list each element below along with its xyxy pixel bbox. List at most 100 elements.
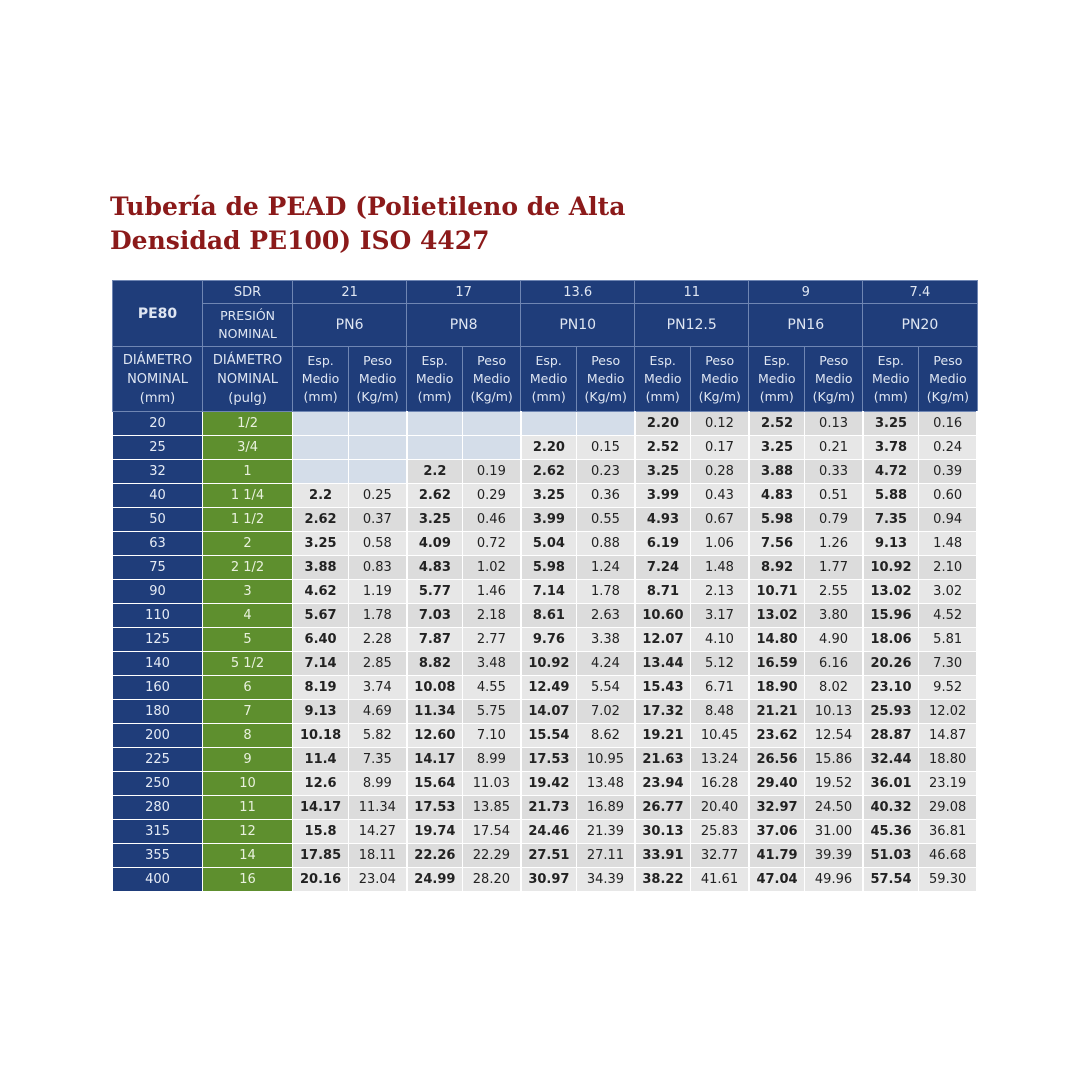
header-line: Medio (472, 371, 511, 386)
diameter-inch-cell: 6 (202, 675, 294, 700)
header-line: Medio (301, 371, 340, 386)
peso-medio-header: Peso Medio (Kg/m) (576, 346, 636, 412)
header-line: (Kg/m) (812, 389, 855, 404)
esp-medio-cell: 5.88 (862, 483, 920, 508)
esp-medio-cell: 4.93 (634, 507, 692, 532)
peso-medio-cell: 11.03 (462, 771, 522, 796)
table-row: 200 8 10.18 5.82 12.60 7.10 15.54 8.62 19.21 10.4… (111, 723, 979, 748)
peso-medio-cell: 2.10 (918, 555, 979, 580)
peso-medio-cell: 25.83 (690, 819, 750, 844)
document-title: Tubería de PEAD (Polietileno de Alta Den… (110, 190, 625, 258)
esp-medio-cell: 23.94 (634, 771, 692, 796)
esp-medio-cell: 26.77 (634, 795, 692, 820)
peso-medio-cell: 23.04 (348, 867, 408, 892)
esp-medio-cell: 3.25 (520, 483, 578, 508)
peso-medio-cell: 24.50 (804, 795, 864, 820)
peso-medio-cell: 0.36 (576, 483, 636, 508)
peso-medio-cell: 0.19 (462, 459, 522, 484)
esp-medio-cell: 14.07 (520, 699, 578, 724)
peso-medio-cell: 4.69 (348, 699, 408, 724)
peso-medio-cell: 6.71 (690, 675, 750, 700)
peso-medio-cell: 0.23 (576, 459, 636, 484)
esp-medio-cell: 12.07 (634, 627, 692, 652)
peso-medio-cell: 7.10 (462, 723, 522, 748)
peso-medio-cell: 14.87 (918, 723, 979, 748)
diameter-mm-cell: 32 (111, 459, 204, 484)
esp-medio-cell: 5.04 (520, 531, 578, 556)
peso-medio-cell: 4.90 (804, 627, 864, 652)
pn-value: PN10 (520, 303, 636, 347)
esp-medio-cell: 41.79 (748, 843, 806, 868)
pn-value: PN6 (292, 303, 408, 347)
diameter-mm-cell: 90 (111, 579, 204, 604)
esp-medio-cell: 32.97 (748, 795, 806, 820)
esp-medio-cell (520, 411, 578, 436)
peso-medio-cell: 0.79 (804, 507, 864, 532)
peso-medio-cell: 7.35 (348, 747, 408, 772)
esp-medio-cell: 3.25 (748, 435, 806, 460)
peso-medio-cell: 10.13 (804, 699, 864, 724)
peso-medio-cell: 0.12 (690, 411, 750, 436)
esp-medio-cell: 17.53 (406, 795, 464, 820)
header-line: Peso (705, 353, 735, 368)
header-line: (mm) (873, 389, 908, 404)
header-line: NOMINAL (127, 371, 188, 387)
table-row: 125 5 6.40 2.28 7.87 2.77 9.76 3.38 12.07 4.10 14.… (111, 627, 979, 652)
esp-medio-cell: 36.01 (862, 771, 920, 796)
peso-medio-cell (348, 411, 408, 436)
esp-medio-cell: 7.14 (292, 651, 350, 676)
esp-medio-cell: 5.77 (406, 579, 464, 604)
esp-medio-cell: 16.59 (748, 651, 806, 676)
peso-medio-cell: 1.78 (348, 603, 408, 628)
header-line: Medio (700, 371, 739, 386)
peso-medio-cell (462, 411, 522, 436)
peso-medio-cell: 0.83 (348, 555, 408, 580)
esp-medio-cell: 45.36 (862, 819, 920, 844)
diameter-inch-cell: 3/4 (202, 435, 294, 460)
peso-medio-cell: 0.51 (804, 483, 864, 508)
diameter-inch-cell: 4 (202, 603, 294, 628)
esp-medio-cell (292, 411, 350, 436)
esp-medio-cell: 10.92 (520, 651, 578, 676)
header-line: Medio (586, 371, 625, 386)
peso-medio-cell: 32.77 (690, 843, 750, 868)
peso-medio-cell: 0.58 (348, 531, 408, 556)
diameter-inch-cell: 11 (202, 795, 294, 820)
peso-medio-cell: 20.40 (690, 795, 750, 820)
peso-medio-cell: 3.80 (804, 603, 864, 628)
peso-medio-cell: 13.24 (690, 747, 750, 772)
presion-nominal-header: PRESIÓN NOMINAL (202, 303, 294, 347)
table-row: 315 12 15.8 14.27 19.74 17.54 24.46 21.39 30.13 2… (111, 819, 979, 844)
table-row: 225 9 11.4 7.35 14.17 8.99 17.53 10.95 21.63 13.2… (111, 747, 979, 772)
peso-medio-cell: 8.02 (804, 675, 864, 700)
esp-medio-cell: 6.40 (292, 627, 350, 652)
table-row: 110 4 5.67 1.78 7.03 2.18 8.61 2.63 10.60 3.17 13.… (111, 603, 979, 628)
diameter-mm-cell: 75 (111, 555, 204, 580)
esp-medio-cell: 22.26 (406, 843, 464, 868)
diameter-inch-cell: 2 1/2 (202, 555, 294, 580)
header-line: Peso (477, 353, 507, 368)
esp-medio-cell: 4.83 (748, 483, 806, 508)
peso-medio-cell: 4.52 (918, 603, 979, 628)
esp-medio-cell: 15.64 (406, 771, 464, 796)
esp-medio-cell: 4.09 (406, 531, 464, 556)
peso-medio-cell: 9.52 (918, 675, 979, 700)
table-row: 75 2 1/2 3.88 0.83 4.83 1.02 5.98 1.24 7.24 1.48 8… (111, 555, 979, 580)
peso-medio-cell: 16.89 (576, 795, 636, 820)
esp-medio-cell: 8.92 (748, 555, 806, 580)
esp-medio-cell: 15.54 (520, 723, 578, 748)
diameter-mm-cell: 50 (111, 507, 204, 532)
esp-medio-cell: 30.13 (634, 819, 692, 844)
header-line: Medio (929, 371, 967, 386)
pn-value: PN16 (748, 303, 864, 347)
header-line: Medio (529, 371, 568, 386)
peso-medio-header: Peso Medio (Kg/m) (348, 346, 408, 412)
header-line: (mm) (417, 389, 452, 404)
esp-medio-cell: 14.80 (748, 627, 806, 652)
header-line: (Kg/m) (926, 389, 970, 404)
diameter-inch-cell: 3 (202, 579, 294, 604)
esp-medio-cell: 15.43 (634, 675, 692, 700)
esp-medio-cell: 27.51 (520, 843, 578, 868)
peso-medio-cell (348, 459, 408, 484)
header-line: Medio (757, 371, 796, 386)
